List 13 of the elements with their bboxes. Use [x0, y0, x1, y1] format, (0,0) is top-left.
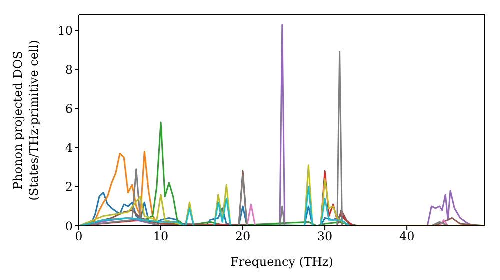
- x-tick-label: 10: [153, 230, 169, 244]
- x-axis-title: Frequency (THz): [230, 255, 334, 269]
- x-tick-label: 20: [235, 230, 251, 244]
- y-tick-label: 4: [65, 141, 74, 156]
- x-tick-label: 30: [317, 230, 333, 244]
- y-tick-label: 2: [65, 180, 73, 194]
- x-tick-label: 0: [75, 230, 83, 244]
- y-tick-label: 6: [65, 102, 73, 116]
- y-tick-label: 10: [58, 24, 73, 38]
- y-axis-title: Phonon projected DOS (States/THz·primitive cell): [11, 40, 41, 201]
- y-tick-label: 0: [65, 219, 73, 234]
- x-tick-label: 40: [399, 230, 415, 244]
- y-tick-label: 8: [65, 62, 73, 77]
